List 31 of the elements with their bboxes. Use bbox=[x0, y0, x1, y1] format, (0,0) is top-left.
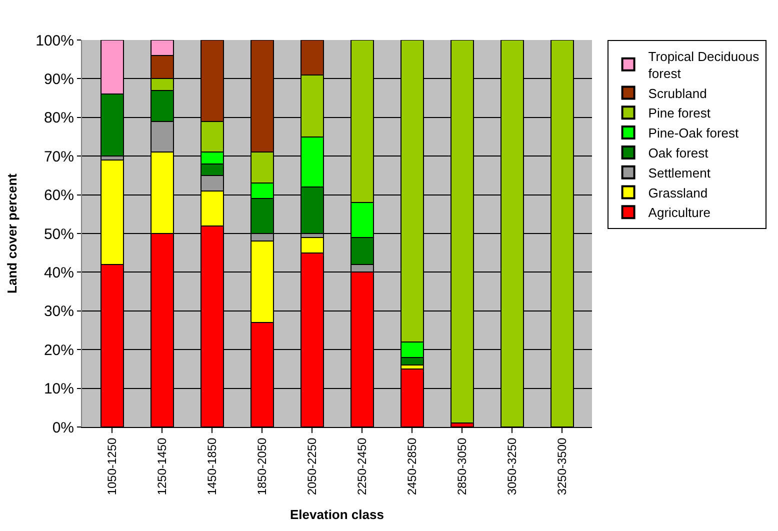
y-tick-label: 40% bbox=[44, 264, 74, 282]
legend-label: Grassland bbox=[648, 185, 708, 200]
legend-label: Pine-Oak forest bbox=[648, 126, 740, 141]
y-tick-label: 20% bbox=[44, 342, 74, 359]
legend-label: Pine forest bbox=[648, 106, 711, 121]
y-tick-label: 80% bbox=[44, 110, 74, 127]
legend-label: Tropical Deciduous forest bbox=[648, 49, 760, 81]
x-tick-label: 1250-1450 bbox=[154, 437, 169, 496]
y-axis-title: Land cover percent bbox=[4, 172, 20, 294]
y-tick-label: 60% bbox=[44, 187, 74, 204]
y-tick-label: 90% bbox=[44, 70, 74, 88]
legend-label: Settlement bbox=[648, 165, 711, 180]
x-tick-label: 2250-2450 bbox=[354, 437, 369, 496]
y-tick-label: 100% bbox=[36, 32, 74, 50]
x-tick-label: 3250-3500 bbox=[554, 437, 569, 496]
y-tick-label: 10% bbox=[44, 380, 74, 398]
x-tick-label: 2450-2850 bbox=[404, 437, 419, 496]
x-axis-title: Elevation class bbox=[290, 506, 384, 522]
x-tick-label: 3050-3250 bbox=[504, 437, 519, 496]
legend-label: Scrubland bbox=[648, 86, 707, 101]
y-tick-label: 70% bbox=[44, 148, 74, 166]
y-tick-label: 50% bbox=[44, 226, 74, 243]
x-tick-label: 1050-1250 bbox=[104, 437, 119, 496]
legend-label: Agriculture bbox=[648, 205, 710, 220]
legend-label: Oak forest bbox=[648, 146, 709, 161]
x-tick-label: 1450-1850 bbox=[204, 437, 219, 496]
x-tick-label: 2050-2250 bbox=[304, 437, 319, 496]
y-tick-label: 30% bbox=[44, 303, 74, 320]
x-tick-label: 2850-3050 bbox=[454, 437, 469, 496]
y-tick-label: 0% bbox=[52, 419, 74, 436]
x-tick-label: 1850-2050 bbox=[254, 437, 269, 496]
